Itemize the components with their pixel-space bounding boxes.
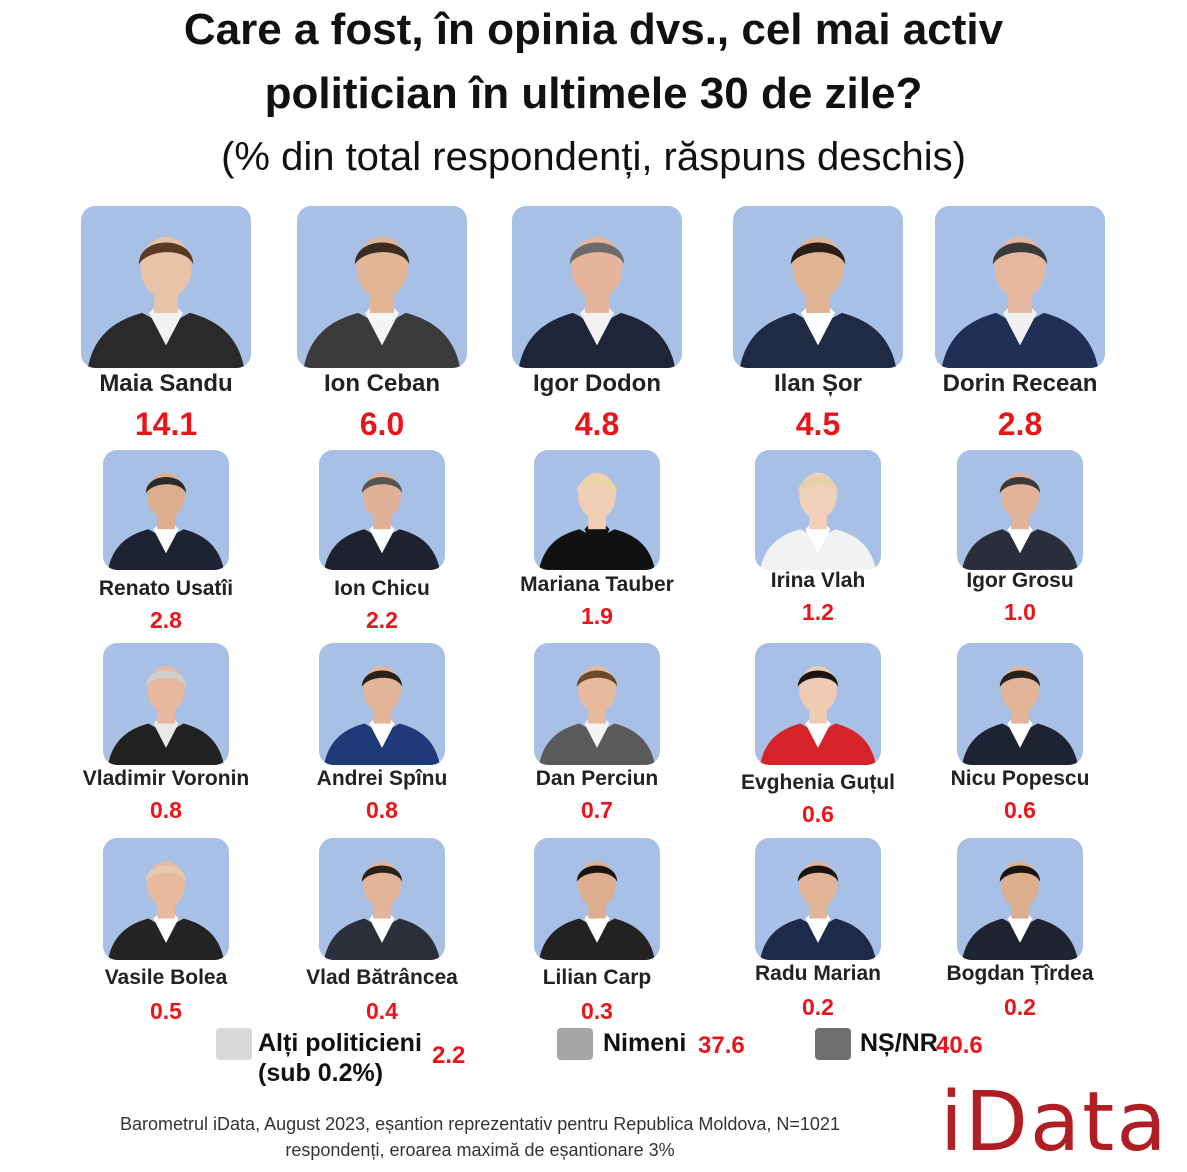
legend-label-nobody: Nimeni [603,1028,686,1058]
politician-name: Maia Sandu [99,370,233,397]
politician-name: Radu Marian [754,962,882,985]
politician-photo [755,450,881,570]
politician-name: Ion Chicu [334,577,430,600]
politician-value: 2.8 [997,406,1043,442]
politician-name: Dorin Recean [942,370,1098,397]
politician-value: 0.5 [150,998,182,1024]
politician-photo [297,206,467,368]
legend-label-others: Alți politicieni (sub 0.2%) [258,1028,422,1088]
legend-swatch-dontknow [815,1028,851,1060]
politician-name: Vlad Bătrâncea [306,966,458,989]
legend-value-dontknow: 40.6 [936,1032,983,1059]
politician-photo [957,838,1083,960]
politician-photo [534,838,660,960]
idata-logo: iData [940,1075,1169,1170]
politician-name: Andrei Spînu [316,767,448,790]
politician-name: Dan Perciun [535,767,659,790]
politician-name: Evghenia Guțul [740,771,895,794]
chart-title-line1: Care a fost, în opinia dvs., cel mai act… [183,5,1004,54]
politician-name: Vladimir Voronin [82,767,250,790]
chart-title-line2: politician în ultimele 30 de zile? [264,69,923,118]
politician-photo [755,643,881,765]
legend-label-others-line2: (sub 0.2%) [258,1059,384,1087]
politician-name: Bogdan Țîrdea [946,962,1094,985]
legend-swatch-nobody [557,1028,593,1060]
legend-value-others: 2.2 [432,1042,466,1069]
politician-value: 0.3 [581,998,613,1024]
legend-label-others-line1: Alți politicieni [258,1029,422,1057]
politician-value: 0.2 [1004,994,1036,1020]
politician-value: 0.2 [802,994,834,1020]
politician-value: 1.9 [581,603,613,629]
politician-value: 2.8 [150,607,182,633]
politician-name: Irina Vlah [770,569,866,592]
politician-name: Renato Usatîi [98,577,234,600]
legend-value-nobody: 37.6 [698,1032,745,1059]
politician-value: 4.8 [574,406,620,442]
footer-line2: respondenți, eroarea maximă de eșantiona… [285,1140,675,1160]
politician-photo [957,643,1083,765]
politician-name: Nicu Popescu [950,767,1090,790]
politician-value: 4.5 [795,406,841,442]
politician-value: 0.4 [366,998,398,1024]
politician-value: 1.2 [802,599,834,625]
footer-line1: Barometrul iData, August 2023, eșantion … [120,1114,840,1134]
politician-value: 14.1 [134,406,198,442]
politician-photo [957,450,1083,570]
legend-label-dontknow-line1: NȘ/NR [860,1029,938,1057]
politician-photo [755,838,881,960]
politician-photo [935,206,1105,368]
politician-photo [319,450,445,570]
politician-value: 0.6 [1004,797,1036,823]
legend-label-dontknow: NȘ/NR [860,1028,938,1058]
politician-value: 0.7 [581,797,613,823]
politician-name: Ion Ceban [323,370,440,397]
politician-photo [534,450,660,570]
politician-photo [534,643,660,765]
politician-photo [319,838,445,960]
politician-value: 0.8 [366,797,398,823]
politician-name: Igor Dodon [533,370,661,397]
politician-photo [103,643,229,765]
politician-value: 6.0 [359,406,405,442]
politician-name: Mariana Tauber [520,573,674,596]
politician-photo [81,206,251,368]
politician-photo [733,206,903,368]
chart-subtitle: (% din total respondenți, răspuns deschi… [221,135,966,179]
politician-value: 0.6 [802,801,834,827]
politician-photo [103,838,229,960]
politician-photo [103,450,229,570]
politician-value: 1.0 [1004,599,1036,625]
politician-name: Lilian Carp [542,966,652,989]
politician-name: Igor Grosu [966,569,1074,592]
politician-photo [319,643,445,765]
politician-value: 2.2 [366,607,398,633]
politician-photo [512,206,682,368]
politician-name: Ilan Șor [773,370,863,397]
politician-name: Vasile Bolea [104,966,228,989]
legend-swatch-others [216,1028,252,1060]
politician-value: 0.8 [150,797,182,823]
legend-label-nobody-line1: Nimeni [603,1029,687,1057]
